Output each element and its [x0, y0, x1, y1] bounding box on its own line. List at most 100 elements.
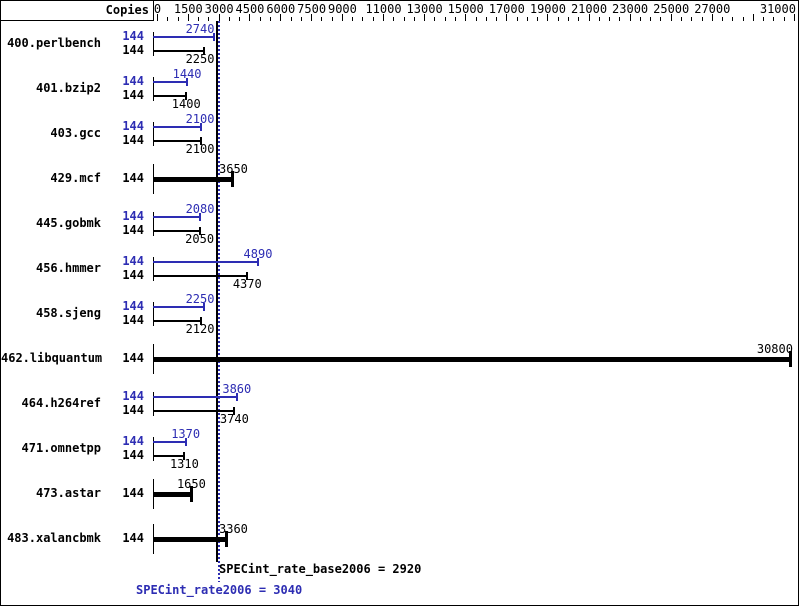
axis-tick-label: 17000	[488, 2, 525, 16]
bar-value-label: 1650	[176, 477, 206, 491]
peak-bar	[153, 126, 201, 128]
copies-value: 144	[122, 88, 144, 102]
copies-column-header: Copies	[105, 3, 149, 17]
bar-end-cap	[233, 407, 236, 415]
benchmark-label: 401.bzip2	[35, 81, 101, 95]
axis-tick-minor	[177, 17, 179, 21]
axis-tick-major	[218, 14, 220, 21]
benchmark-label: 462.libquantum	[1, 351, 103, 365]
copies-value: 144	[122, 434, 144, 448]
base-bar	[153, 140, 201, 142]
copies-value: 144	[122, 254, 144, 268]
axis-tick-minor	[537, 17, 539, 21]
bar-end-cap	[246, 272, 249, 280]
axis-tick-minor	[300, 17, 302, 21]
copies-header-underline	[1, 20, 153, 21]
copies-value: 144	[122, 29, 144, 43]
axis-tick-minor	[393, 17, 395, 21]
benchmark-label: 445.gobmk	[35, 216, 101, 230]
copies-value: 144	[122, 43, 144, 57]
axis-tick-label: 31000	[759, 2, 796, 16]
axis-tick-major	[187, 14, 189, 21]
axis-tick-minor	[259, 17, 261, 21]
row-bracket-line	[153, 32, 154, 56]
axis-tick-major	[547, 14, 549, 21]
bar-end-cap	[235, 393, 238, 401]
bar-value-label: 2100	[185, 142, 215, 156]
peak-result-text: SPECint_rate2006 = 3040	[136, 583, 303, 597]
axis-tick-minor	[372, 17, 374, 21]
copies-value: 144	[122, 486, 144, 500]
bar-end-cap	[199, 213, 202, 221]
row-bracket-line	[153, 302, 154, 326]
bar-value-label: 2050	[185, 232, 215, 246]
axis-tick-minor	[578, 17, 580, 21]
base-result-text: SPECint_rate_base2006 = 2920	[219, 562, 422, 576]
axis-tick-minor	[270, 17, 272, 21]
axis-tick-major	[280, 14, 282, 21]
bar-end-cap	[788, 351, 792, 367]
axis-tick-minor	[167, 17, 169, 21]
axis-tick-minor	[783, 17, 785, 21]
axis-tick-minor	[526, 17, 528, 21]
axis-tick-minor	[403, 17, 405, 21]
copies-value: 144	[122, 299, 144, 313]
axis-tick-major	[157, 14, 158, 21]
bar-value-label: 1310	[169, 457, 199, 471]
axis-tick-minor	[362, 17, 364, 21]
axis-tick-minor	[208, 17, 210, 21]
benchmark-label: 400.perlbench	[7, 36, 101, 50]
copies-value: 144	[122, 351, 144, 365]
axis-tick-minor	[680, 17, 682, 21]
bar-end-cap	[256, 258, 259, 266]
axis-tick-major	[506, 14, 508, 21]
bar-end-cap	[189, 486, 193, 502]
axis-tick-major	[465, 14, 467, 21]
copies-value: 144	[122, 171, 144, 185]
bar-end-cap	[199, 123, 202, 131]
copies-value: 144	[122, 403, 144, 417]
axis-tick-minor	[701, 17, 703, 21]
axis-tick-label: 15000	[447, 2, 484, 16]
copies-value: 144	[122, 119, 144, 133]
copies-value: 144	[122, 531, 144, 545]
axis-tick-minor	[691, 17, 693, 21]
axis-tick-major	[629, 14, 631, 21]
axis-tick-minor	[239, 17, 241, 21]
axis-tick-major	[383, 14, 385, 21]
copies-column-divider	[153, 1, 154, 21]
axis-tick-label: 7500	[297, 2, 327, 16]
single-bar	[153, 536, 227, 542]
axis-tick-label: 11000	[365, 2, 402, 16]
peak-bar	[153, 36, 214, 38]
bar-end-cap	[225, 531, 229, 547]
axis-tick-label: 13000	[406, 2, 443, 16]
peak-bar	[153, 306, 204, 308]
axis-tick-minor	[485, 17, 487, 21]
axis-tick-minor	[567, 17, 569, 21]
copies-value: 144	[122, 223, 144, 237]
axis-tick-label: 0	[153, 2, 162, 16]
benchmark-label: 458.sjeng	[35, 306, 101, 320]
row-bracket-line	[153, 257, 154, 281]
bar-value-label: 4890	[243, 247, 273, 261]
axis-tick-major	[711, 14, 713, 21]
axis-tick-label: 21000	[570, 2, 608, 16]
bar-value-label: 2120	[185, 322, 215, 336]
axis-tick-minor	[434, 17, 436, 21]
axis-tick-minor	[742, 17, 744, 21]
bar-value-label: 2100	[185, 112, 215, 126]
single-bar	[153, 491, 192, 497]
axis-tick-minor	[619, 17, 621, 21]
bar-value-label: 2740	[185, 22, 215, 36]
single-bar	[153, 356, 791, 362]
axis-tick-label: 9000	[327, 2, 357, 16]
copies-value: 144	[122, 313, 144, 327]
bar-value-label: 4370	[232, 277, 262, 291]
axis-tick-minor	[475, 17, 477, 21]
benchmark-label: 483.xalancbmk	[7, 531, 101, 545]
peak-bar	[153, 81, 188, 83]
bar-value-label: 2080	[185, 202, 215, 216]
axis-tick-minor	[444, 17, 446, 21]
